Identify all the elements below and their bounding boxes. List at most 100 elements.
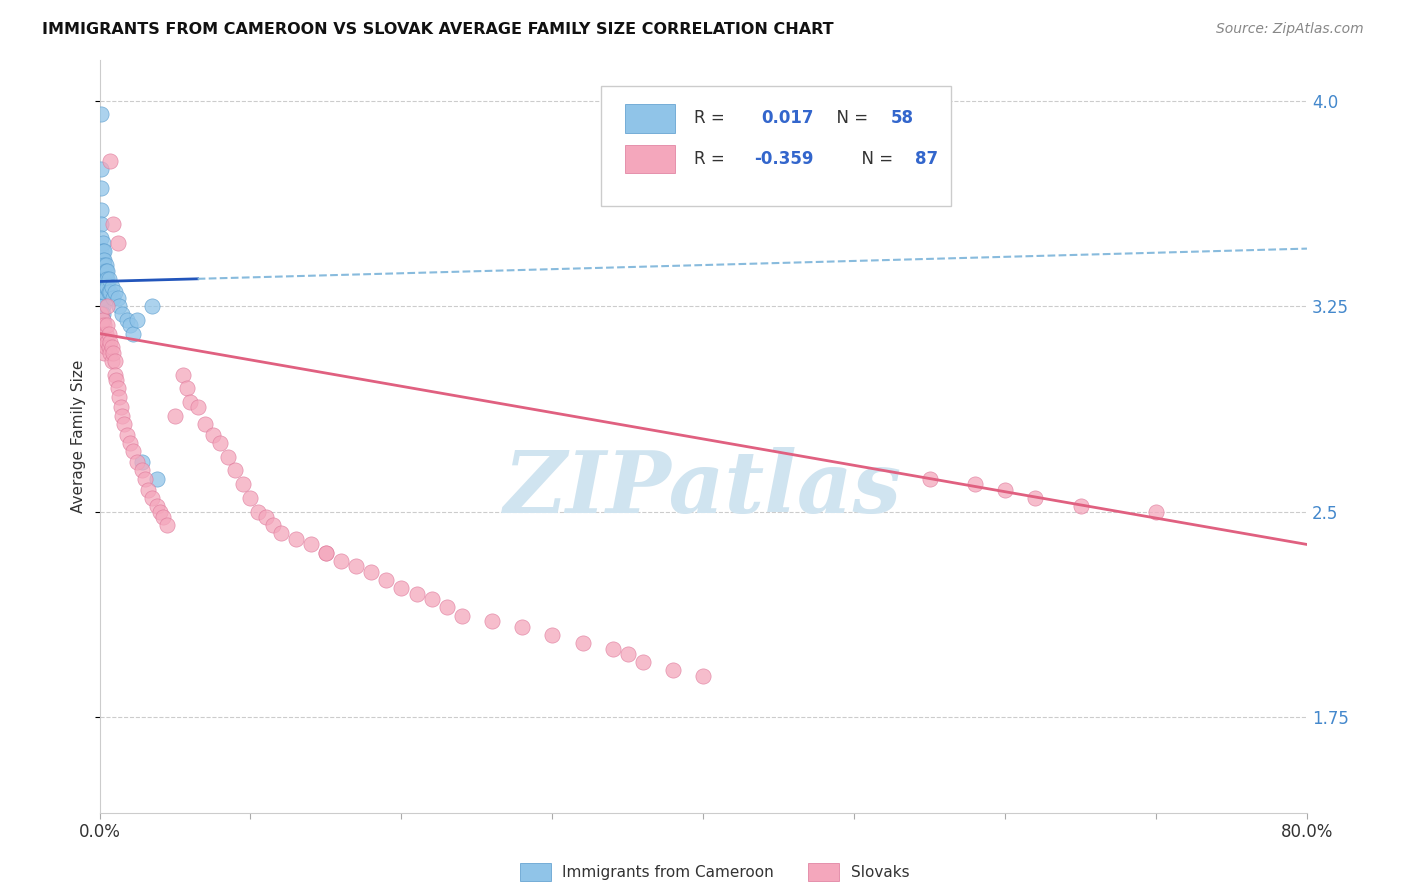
Bar [624,104,675,133]
Point [91,271,114,285]
Point [156,518,179,533]
Text: N =: N = [851,150,898,168]
Point [96,299,118,313]
Text: Source: ZipAtlas.com: Source: ZipAtlas.com [1216,22,1364,37]
Point [602,641,624,656]
Point [97,271,120,285]
Point [93,285,115,300]
Point [96,271,118,285]
Point [90,318,112,333]
Point [91,334,114,349]
Point [391,582,413,596]
Point [90,244,112,259]
Point [100,354,122,368]
Point [146,499,169,513]
Point [1144,505,1167,519]
Point [217,450,239,464]
Point [121,444,143,458]
Point [91,313,114,327]
Point [617,647,640,661]
Point [98,334,121,349]
Point [93,318,115,333]
Point [108,299,131,313]
Point [100,280,122,294]
Point [91,313,114,327]
Point [90,107,112,121]
Point [141,299,163,313]
Point [571,636,593,650]
Point [98,153,121,168]
Point [994,483,1017,497]
Point [90,252,112,267]
Point [330,554,353,568]
Point [1024,491,1046,505]
Point [107,291,129,305]
Point [270,526,292,541]
Point [262,518,284,533]
Text: 0.017: 0.017 [761,110,814,128]
Text: 58: 58 [890,110,914,128]
Point [90,307,112,321]
Point [107,381,129,395]
Text: ZIPatlas: ZIPatlas [505,447,903,531]
Point [146,472,169,486]
Point [247,505,270,519]
Point [97,340,120,354]
Point [104,368,127,382]
Point [510,620,533,634]
Point [131,463,153,477]
Point [101,291,124,305]
FancyBboxPatch shape [600,86,950,206]
Point [91,236,114,251]
Point [918,472,941,486]
Point [631,655,654,669]
Point [209,436,232,450]
Point [90,291,112,305]
Point [118,318,141,333]
Point [96,318,118,333]
Point [315,546,337,560]
Point [91,291,114,305]
Point [90,203,112,218]
Point [450,608,472,623]
Point [152,510,174,524]
Point [110,401,132,415]
Point [360,565,382,579]
Point [284,532,307,546]
Point [93,334,115,349]
Point [541,628,564,642]
Point [149,505,172,519]
Point [90,258,112,272]
Point [100,340,122,354]
Point [121,326,143,341]
Point [187,401,209,415]
Point [94,263,117,277]
Point [94,280,117,294]
Point [420,592,443,607]
Point [692,669,714,683]
Point [91,263,114,277]
Point [405,587,427,601]
Point [97,326,120,341]
Point [239,491,262,505]
Point [194,417,217,431]
Point [93,252,115,267]
Point [91,326,114,341]
Text: Slovaks: Slovaks [851,865,910,880]
Text: IMMIGRANTS FROM CAMEROON VS SLOVAK AVERAGE FAMILY SIZE CORRELATION CHART: IMMIGRANTS FROM CAMEROON VS SLOVAK AVERA… [42,22,834,37]
Point [98,285,121,300]
Point [481,614,503,628]
Point [201,428,224,442]
Point [90,285,112,300]
Point [90,299,112,313]
Point [112,417,135,431]
Point [107,236,129,251]
Point [375,573,398,587]
Point [90,271,112,285]
Y-axis label: Average Family Size: Average Family Size [72,359,86,513]
Point [134,472,156,486]
Point [131,455,153,469]
Point [299,537,322,551]
Point [1070,499,1092,513]
Point [963,477,986,491]
